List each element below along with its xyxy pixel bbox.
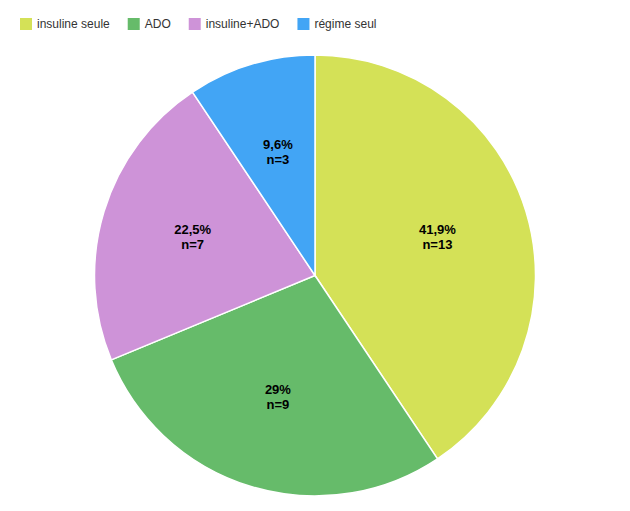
legend-item: insuline seule	[20, 17, 110, 31]
data-label: 9,6%n=3	[263, 137, 293, 167]
data-label-line: 41,9%	[419, 222, 456, 237]
pie	[95, 55, 536, 496]
slice	[192, 55, 315, 276]
data-label-line: n=3	[266, 152, 289, 167]
legend-label: régime seul	[314, 17, 376, 31]
legend-item: ADO	[128, 17, 171, 31]
data-label: 29%n=9	[265, 382, 291, 412]
data-label-line: n=9	[266, 397, 289, 412]
data-label-line: 29%	[265, 382, 291, 397]
data-label-line: 22,5%	[174, 222, 211, 237]
chart: 41,9%n=13 29%n=9 22,5%n=7 9,6%n=3 insuline s…	[0, 0, 630, 511]
legend-swatch	[20, 18, 32, 30]
legend: insuline seule ADO insuline+ADO régime seul	[20, 17, 376, 31]
data-label: 22,5%n=7	[174, 222, 211, 252]
legend-item: régime seul	[297, 17, 376, 31]
legend-swatch	[189, 18, 201, 30]
data-label-line: 9,6%	[263, 137, 293, 152]
legend-label: insuline+ADO	[206, 17, 280, 31]
legend-label: ADO	[145, 17, 171, 31]
legend-label: insuline seule	[37, 17, 110, 31]
data-label: 41,9%n=13	[419, 222, 456, 252]
legend-swatch	[128, 18, 140, 30]
data-labels: 41,9%n=13 29%n=9 22,5%n=7 9,6%n=3	[174, 137, 456, 412]
legend-item: insuline+ADO	[189, 17, 280, 31]
data-label-line: n=7	[181, 237, 204, 252]
legend-swatch	[297, 18, 309, 30]
data-label-line: n=13	[422, 237, 452, 252]
